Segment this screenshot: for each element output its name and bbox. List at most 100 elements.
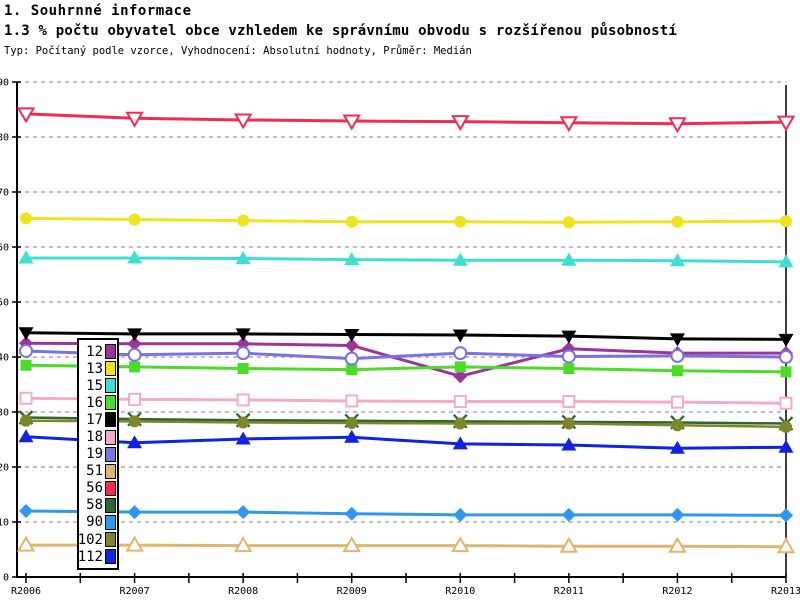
series-marker-102 <box>671 419 684 432</box>
series-marker-56 <box>16 107 36 124</box>
series-51 <box>16 535 796 554</box>
series-line-58 <box>25 416 787 425</box>
series-marker-15 <box>344 252 360 266</box>
series-line-56 <box>25 112 787 126</box>
legend-color-swatch <box>105 429 116 445</box>
series-13 <box>20 212 792 229</box>
x-tick-label: R2007 <box>120 586 150 597</box>
legend-item-90: 90 <box>79 514 116 531</box>
legend-item-15: 15 <box>79 377 116 394</box>
series-marker-13 <box>780 215 792 228</box>
legend-item-18: 18 <box>79 428 116 445</box>
legend-item-112: 112 <box>78 548 116 565</box>
series-marker-19 <box>453 346 468 361</box>
series-marker-16 <box>346 364 358 376</box>
report-section-title: 1. Souhrnné informace <box>4 3 192 19</box>
legend-color-swatch <box>105 395 116 411</box>
series-marker-56 <box>125 111 144 128</box>
series-marker-12 <box>453 369 468 384</box>
series-marker-15 <box>778 254 794 268</box>
series-18 <box>19 391 793 410</box>
y-tick-label: 70 <box>0 188 9 199</box>
series-marker-51 <box>125 535 144 552</box>
x-tick-label: R2008 <box>228 586 258 597</box>
series-marker-90 <box>779 508 793 523</box>
legend-color-swatch <box>105 361 116 377</box>
series-marker-17 <box>344 328 360 342</box>
series-marker-13 <box>237 214 250 227</box>
series-15 <box>18 250 794 268</box>
y-tick-label: 20 <box>0 463 9 474</box>
series-112 <box>18 429 794 454</box>
series-90 <box>19 504 793 523</box>
series-marker-13 <box>671 215 684 228</box>
series-line-17 <box>25 331 787 341</box>
series-marker-112 <box>452 436 468 450</box>
legend-color-swatch <box>105 446 116 462</box>
series-marker-51 <box>16 535 36 552</box>
legend-label: 17 <box>86 411 103 428</box>
series-marker-18 <box>562 395 576 409</box>
legend-color-swatch <box>105 463 116 479</box>
series-marker-18 <box>453 395 467 409</box>
legend-label: 12 <box>86 343 103 360</box>
series-marker-15 <box>235 251 251 265</box>
series-marker-18 <box>670 395 684 409</box>
y-tick-label: 60 <box>0 243 9 254</box>
series-marker-17 <box>127 328 143 342</box>
y-tick-label: 30 <box>0 408 9 419</box>
series-marker-15 <box>18 250 34 264</box>
series-19 <box>19 343 793 366</box>
series-marker-16 <box>563 363 575 375</box>
series-marker-16 <box>780 366 792 378</box>
series-marker-13 <box>345 215 358 228</box>
series-marker-12 <box>127 336 142 351</box>
x-tick-label: R2010 <box>445 586 475 597</box>
series-marker-19 <box>561 349 576 364</box>
series-marker-90 <box>19 504 33 518</box>
series-marker-19 <box>127 347 142 362</box>
series-marker-51 <box>776 537 796 554</box>
series-marker-15 <box>452 252 468 266</box>
series-marker-112 <box>669 440 685 454</box>
series-line-16 <box>25 363 787 374</box>
legend-item-102: 102 <box>78 531 116 548</box>
series-marker-112 <box>344 429 360 443</box>
series-marker-13 <box>128 213 141 226</box>
series-marker-16 <box>671 365 683 377</box>
x-tick-label: R2009 <box>337 586 367 597</box>
series-marker-90 <box>127 505 142 520</box>
legend-color-swatch <box>105 378 116 394</box>
legend-label: 18 <box>86 429 103 446</box>
series-marker-90 <box>453 507 468 522</box>
series-marker-15 <box>561 252 577 266</box>
series-marker-56 <box>668 117 687 134</box>
series-line-19 <box>25 349 787 361</box>
series-marker-13 <box>562 216 575 229</box>
series-marker-16 <box>129 361 141 373</box>
series-marker-51 <box>668 536 687 553</box>
series-marker-17 <box>561 330 577 344</box>
series-marker-18 <box>128 392 142 406</box>
series-marker-13 <box>454 215 467 228</box>
legend-label: 58 <box>86 497 103 514</box>
series-marker-19 <box>670 348 685 363</box>
legend-item-58: 58 <box>79 497 116 514</box>
series-marker-102 <box>128 415 141 428</box>
legend-color-swatch <box>105 480 116 496</box>
series-marker-102 <box>780 420 792 433</box>
series-marker-19 <box>344 351 359 366</box>
chart-title: 1.3 % počtu obyvatel obce vzhledem ke sp… <box>4 23 678 39</box>
series-marker-112 <box>18 429 34 443</box>
series-marker-16 <box>237 363 249 375</box>
y-tick-label: 80 <box>0 133 9 144</box>
series-marker-90 <box>236 505 251 520</box>
series-marker-18 <box>236 393 250 407</box>
series-marker-102 <box>20 414 32 427</box>
legend-label: 51 <box>86 463 103 480</box>
legend: 12 13 15 16 17 18 19 51 56 58 90 102 112 <box>77 338 119 571</box>
series-marker-102 <box>454 417 467 430</box>
series-marker-102 <box>562 417 575 430</box>
